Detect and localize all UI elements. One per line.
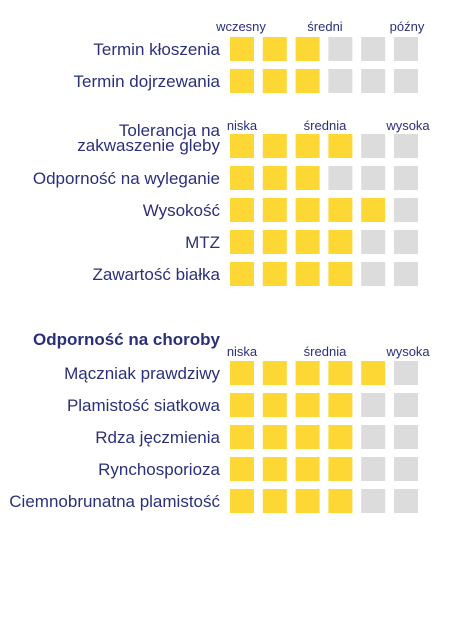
rating-square-empty xyxy=(361,489,386,513)
rating-square-filled xyxy=(328,425,353,449)
rating-square-filled xyxy=(295,166,320,190)
rating-square-filled xyxy=(230,393,254,417)
rating-square-filled xyxy=(230,262,254,286)
rating-square-empty xyxy=(328,166,353,190)
rating-square-filled xyxy=(262,198,287,222)
scale-label: wysoka xyxy=(385,118,430,133)
rating-square-filled xyxy=(328,134,353,158)
row-label: Wysokość xyxy=(143,201,221,220)
rating-square-empty xyxy=(394,457,418,481)
rating-square-filled xyxy=(230,457,254,481)
scale-label: wysoka xyxy=(385,344,430,359)
rating-square-empty xyxy=(361,134,386,158)
rating-square-filled xyxy=(328,489,353,513)
rating-square-filled xyxy=(262,425,287,449)
rating-square-filled xyxy=(262,393,287,417)
row-label: Rdza jęczmienia xyxy=(95,428,220,447)
rating-square-filled xyxy=(295,134,320,158)
rating-square-filled xyxy=(361,361,386,385)
row-label: Plamistość siatkowa xyxy=(67,396,221,415)
rating-square-empty xyxy=(394,230,418,254)
scale-label: późny xyxy=(390,19,425,34)
rating-square-filled xyxy=(328,198,353,222)
rating-square-filled xyxy=(328,393,353,417)
rating-square-filled xyxy=(230,166,254,190)
rating-square-empty xyxy=(394,425,418,449)
rating-square-filled xyxy=(295,262,320,286)
row-label: Tolerancja na xyxy=(119,121,221,140)
rating-square-empty xyxy=(361,166,386,190)
row-label: zakwaszenie gleby xyxy=(77,136,220,155)
scale-label: niska xyxy=(227,344,258,359)
rating-square-empty xyxy=(361,262,386,286)
section-title: Odporność na choroby xyxy=(33,330,221,349)
rating-square-empty xyxy=(361,457,386,481)
rating-square-filled xyxy=(295,393,320,417)
scale-label: średnia xyxy=(304,118,347,133)
rating-square-filled xyxy=(262,230,287,254)
rating-square-filled xyxy=(230,37,254,61)
rating-square-filled xyxy=(295,230,320,254)
rating-square-filled xyxy=(295,457,320,481)
rating-square-empty xyxy=(328,69,353,93)
rating-square-filled xyxy=(262,361,287,385)
rating-square-empty xyxy=(394,393,418,417)
rating-square-filled xyxy=(295,489,320,513)
rating-square-empty xyxy=(394,166,418,190)
rating-square-empty xyxy=(361,37,386,61)
rating-square-filled xyxy=(262,262,287,286)
rating-square-filled xyxy=(230,198,254,222)
rating-square-empty xyxy=(361,230,386,254)
scale-label: średni xyxy=(307,19,343,34)
rating-square-empty xyxy=(361,425,386,449)
rating-square-filled xyxy=(295,425,320,449)
row-label: Zawartość białka xyxy=(92,265,220,284)
rating-square-filled xyxy=(230,134,254,158)
rating-square-filled xyxy=(230,425,254,449)
row-label: Mączniak prawdziwy xyxy=(64,364,220,383)
rating-square-filled xyxy=(295,198,320,222)
rating-square-filled xyxy=(328,262,353,286)
rating-square-filled xyxy=(328,230,353,254)
rating-square-empty xyxy=(394,69,418,93)
scale-label: wczesny xyxy=(215,19,266,34)
rating-square-filled xyxy=(328,457,353,481)
scale-label: niska xyxy=(227,118,258,133)
rating-square-filled xyxy=(230,69,254,93)
rating-square-empty xyxy=(361,393,386,417)
row-label: Rynchosporioza xyxy=(98,460,220,479)
rating-square-empty xyxy=(394,37,418,61)
rating-square-empty xyxy=(394,262,418,286)
rating-square-filled xyxy=(262,489,287,513)
row-label: Termin dojrzewania xyxy=(74,72,221,91)
rating-square-filled xyxy=(230,361,254,385)
row-label: MTZ xyxy=(185,233,220,252)
rating-square-filled xyxy=(295,37,320,61)
rating-square-filled xyxy=(262,134,287,158)
rating-square-filled xyxy=(262,457,287,481)
rating-square-empty xyxy=(328,37,353,61)
row-label: Termin kłoszenia xyxy=(93,40,220,59)
rating-square-empty xyxy=(394,489,418,513)
rating-square-filled xyxy=(230,489,254,513)
scale-label: średnia xyxy=(304,344,347,359)
rating-square-empty xyxy=(394,134,418,158)
rating-square-filled xyxy=(361,198,386,222)
rating-square-empty xyxy=(394,198,418,222)
row-label: Odporność na wyleganie xyxy=(33,169,220,188)
rating-square-filled xyxy=(230,230,254,254)
rating-square-filled xyxy=(295,69,320,93)
rating-square-filled xyxy=(328,361,353,385)
row-label: Ciemnobrunatna plamistość xyxy=(9,492,220,511)
rating-square-filled xyxy=(262,37,287,61)
rating-square-filled xyxy=(262,166,287,190)
rating-square-filled xyxy=(295,361,320,385)
rating-square-filled xyxy=(262,69,287,93)
rating-square-empty xyxy=(394,361,418,385)
rating-square-empty xyxy=(361,69,386,93)
